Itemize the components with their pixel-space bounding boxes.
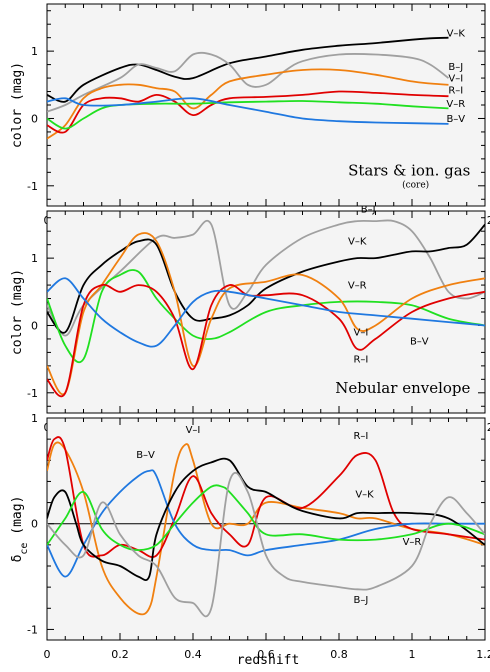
- series-label-b-j: B–J: [353, 595, 368, 606]
- x-axis-label: redshift: [237, 653, 300, 668]
- series-label-b-v: B–V: [410, 336, 429, 347]
- panel-delta-ce: -1 0 1 0 0.2 0.4 0.6 0.8 1 1.2 δce (mag) V–I R–I B–V V…: [10, 412, 490, 661]
- x-tick-label: 0.8: [330, 648, 348, 661]
- series-line-r-i: [47, 90, 449, 134]
- x-tick-label: 1: [409, 648, 416, 661]
- series-line-v-i: [47, 441, 485, 616]
- y-tick-label: 1: [31, 45, 38, 58]
- plot-frame: [46, 417, 486, 641]
- series-line-v-k: [47, 457, 485, 582]
- y-tick-label: 0: [31, 112, 38, 125]
- x-tick-label: 0.6: [257, 648, 275, 661]
- series-line-r-i: [47, 436, 485, 558]
- series-label-v-r: V–R: [446, 99, 465, 110]
- series-line-b-v: [47, 469, 485, 578]
- x-tick-label: 0: [44, 648, 51, 661]
- series-line-b-j: [47, 219, 485, 337]
- y-axis-label: δce (mag): [10, 496, 30, 563]
- y-tick-label: 1: [31, 252, 38, 265]
- panel-annotation: Stars & ion. gas: [348, 162, 470, 180]
- series-label-v-i: V–I: [354, 328, 369, 339]
- y-tick-label: 0: [31, 518, 38, 531]
- y-tick-label: 1: [31, 412, 38, 425]
- series-label-v-k: V–K: [348, 237, 367, 248]
- series-label-r-i: R–I: [353, 355, 368, 366]
- series-line-b-v: [47, 277, 485, 348]
- series-label-v-k: V–K: [447, 28, 466, 39]
- series-line-r-i: [47, 283, 485, 398]
- series-label-r-i: R–I: [448, 86, 463, 97]
- series-line-v-r: [47, 484, 485, 552]
- series-line-v-i: [47, 232, 485, 396]
- series-label-v-r: V–R: [348, 280, 367, 291]
- series-label-r-i: R–I: [353, 431, 368, 442]
- series-line-b-j: [47, 472, 485, 618]
- y-tick-label: -1: [27, 623, 38, 636]
- series-line-b-j: [47, 51, 450, 113]
- series-label-v-i: V–I: [186, 425, 201, 436]
- y-tick-label: -1: [27, 180, 38, 193]
- y-axis-label: color (mag): [10, 269, 25, 355]
- y-tick-label: -1: [27, 387, 38, 400]
- y-axis-label: color (mag): [10, 62, 25, 148]
- x-tick-label: 0.2: [111, 648, 129, 661]
- series-label-v-r: V–R: [403, 537, 422, 548]
- y-tick-label: 0: [31, 319, 38, 332]
- x-tick-label: 1.2: [476, 648, 490, 661]
- series-line-v-r: [47, 269, 485, 364]
- x-tick-label: 0.4: [184, 648, 202, 661]
- series-label-v-k: V–K: [355, 489, 374, 500]
- panel-annotation-sub: (core): [402, 180, 429, 191]
- panel-annotation: Nebular envelope: [335, 379, 470, 397]
- series-label-v-i: V–I: [448, 73, 463, 84]
- series-label-b-j: B–J: [448, 62, 463, 73]
- series-line-b-v: [47, 97, 449, 125]
- series-line-v-r: [47, 100, 449, 130]
- series-line-v-k: [47, 223, 485, 334]
- series-label-b-v: B–V: [446, 114, 465, 125]
- series-label-b-v: B–V: [136, 450, 155, 461]
- series-line-v-k: [47, 36, 449, 103]
- series-label-b-j: B–J: [361, 204, 376, 215]
